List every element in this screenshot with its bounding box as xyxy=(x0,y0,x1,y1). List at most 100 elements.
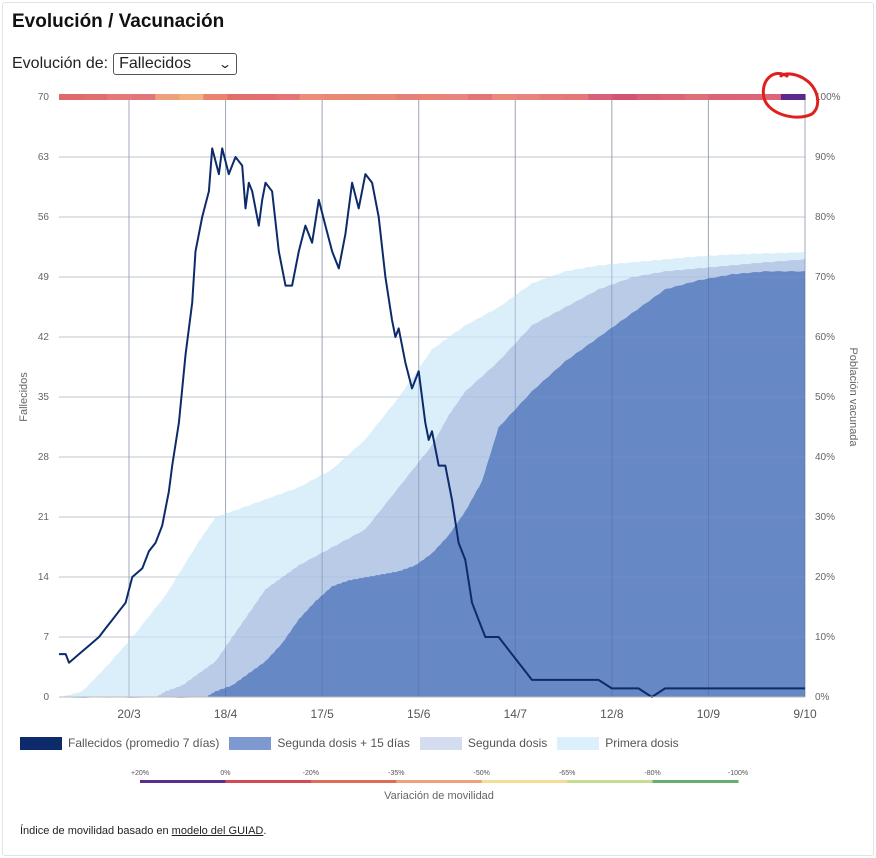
mobility-scale-segment xyxy=(225,780,312,783)
legend-label-first-dose: Primera dosis xyxy=(605,736,679,750)
mobility-strip-segment xyxy=(395,94,421,100)
y2-tick-label: 100% xyxy=(815,92,841,103)
legend-swatch-first-dose xyxy=(557,736,600,750)
legend-swatch-second-dose xyxy=(419,736,462,750)
y-tick-label: 56 xyxy=(38,212,50,223)
mobility-scale-label: +20% xyxy=(131,770,149,777)
mobility-scale-label: -65% xyxy=(559,770,575,777)
y-tick-label: 35 xyxy=(38,392,50,403)
mobility-scale-title: Variación de movilidad xyxy=(384,790,494,802)
mobility-strip-segment xyxy=(371,94,397,100)
legend-swatch-second-dose-15 xyxy=(229,736,272,750)
x-tick-label: 15/6 xyxy=(407,707,431,721)
mobility-strip-segment xyxy=(275,94,301,100)
mobility-scale-segment xyxy=(481,780,568,783)
y-tick-label: 42 xyxy=(38,332,50,343)
y2-tick-label: 40% xyxy=(815,452,835,463)
mobility-scale-segment xyxy=(396,780,483,783)
mobility-strip-segment xyxy=(107,94,132,100)
x-tick-label: 18/4 xyxy=(214,707,238,721)
second-dose-15-area xyxy=(59,271,805,698)
mobility-strip-segment xyxy=(708,94,734,100)
legend-label-second-dose: Segunda dosis xyxy=(467,736,548,750)
mobility-strip-segment xyxy=(588,94,614,100)
y-tick-label: 14 xyxy=(38,572,50,583)
mobility-strip-segment xyxy=(516,94,541,100)
y-tick-label: 7 xyxy=(43,632,49,643)
mobility-strip-segment xyxy=(564,94,590,100)
mobility-strip-segment xyxy=(203,94,229,100)
chevron-down-icon: ⌄ xyxy=(217,57,233,71)
annotation-circle xyxy=(761,72,820,119)
footnote-suffix: . xyxy=(263,825,267,837)
mobility-strip-segment xyxy=(419,94,445,100)
legend-label-second-dose-15: Segunda dosis + 15 días xyxy=(277,736,410,750)
mobility-strip-segment xyxy=(636,94,662,100)
chart-legend: Fallecidos (promedio 7 días) Segunda dos… xyxy=(20,736,689,750)
legend-item-second-dose[interactable]: Segunda dosis xyxy=(419,736,548,750)
mobility-strip-segment xyxy=(468,94,493,100)
y2-tick-label: 60% xyxy=(815,332,835,343)
mobility-strip-segment xyxy=(540,94,565,100)
mobility-scale-segment xyxy=(140,780,226,783)
metric-selector-label: Evolución de: xyxy=(12,55,109,72)
mobility-strip-segment xyxy=(347,94,373,100)
mobility-scale-segment xyxy=(652,780,739,783)
legend-swatch-deaths xyxy=(20,736,62,750)
mobility-strip-segment xyxy=(227,94,253,100)
mobility-scale-segment xyxy=(567,780,654,783)
mobility-strip-segment xyxy=(444,94,469,100)
y-tick-label: 0 xyxy=(43,692,49,703)
y2-tick-label: 30% xyxy=(815,512,835,523)
mobility-strip-segment xyxy=(780,94,806,100)
mobility-strip-segment xyxy=(155,94,180,100)
mobility-strip-segment xyxy=(131,94,156,100)
x-tick-label: 12/8 xyxy=(600,707,624,721)
legend-label-deaths: Fallecidos (promedio 7 días) xyxy=(68,736,220,750)
mobility-scale-label: 0% xyxy=(220,770,230,777)
metric-select[interactable]: Fallecidos ⌄ xyxy=(113,53,238,75)
mobility-strip-segment xyxy=(660,94,686,100)
legend-item-first-dose[interactable]: Primera dosis xyxy=(557,736,679,750)
y-tick-label: 28 xyxy=(38,452,50,463)
mobility-strip-segment xyxy=(732,94,758,100)
footnote: Índice de movilidad basado en modelo del… xyxy=(20,825,266,837)
y2-tick-label: 10% xyxy=(815,632,835,643)
y-axis-title: Fallecidos xyxy=(18,372,30,422)
mobility-strip-segment xyxy=(756,94,782,100)
deaths-line xyxy=(59,147,805,698)
x-tick-label: 17/5 xyxy=(310,707,334,721)
mobility-strip-segment xyxy=(323,94,349,100)
legend-item-deaths[interactable]: Fallecidos (promedio 7 días) xyxy=(20,736,219,750)
x-tick-label: 14/7 xyxy=(504,707,528,721)
y-tick-label: 70 xyxy=(38,92,50,103)
mobility-scale-label: -35% xyxy=(388,770,404,777)
mobility-strip-segment xyxy=(83,94,108,100)
y-tick-label: 49 xyxy=(38,272,50,283)
y2-tick-label: 50% xyxy=(815,392,835,403)
page-title: Evolución / Vacunación xyxy=(12,11,225,32)
mobility-strip-segment xyxy=(179,94,204,100)
y2-tick-label: 80% xyxy=(815,212,835,223)
y-tick-label: 21 xyxy=(38,512,50,523)
y-tick-label: 63 xyxy=(38,152,50,163)
y2-tick-label: 70% xyxy=(815,272,835,283)
evolution-chart: 0 0% 7 10% 14 20% 21 30% 28 40% 35 50% 42 60% 49 70% 56 8… xyxy=(18,72,859,802)
mobility-scale-label: -100% xyxy=(728,770,748,777)
y2-tick-label: 20% xyxy=(815,572,835,583)
legend-item-second-dose-15[interactable]: Segunda dosis + 15 días xyxy=(229,736,410,750)
metric-selector-row: Evolución de: Fallecidos ⌄ xyxy=(12,53,238,75)
y2-axis-title: Población vacunada xyxy=(847,347,859,447)
mobility-strip-segment xyxy=(59,94,84,100)
y2-tick-label: 90% xyxy=(815,152,835,163)
mobility-strip-segment xyxy=(251,94,277,100)
mobility-scale-segment xyxy=(310,780,397,783)
x-tick-label: 20/3 xyxy=(117,707,141,721)
mobility-scale-label: -20% xyxy=(303,770,319,777)
guiad-model-link[interactable]: modelo del GUIAD xyxy=(171,825,264,837)
footnote-prefix: Índice de movilidad basado en xyxy=(20,825,172,837)
mobility-scale-label: -50% xyxy=(474,770,490,777)
metric-select-value: Fallecidos xyxy=(119,55,192,72)
mobility-strip-segment xyxy=(492,94,517,100)
